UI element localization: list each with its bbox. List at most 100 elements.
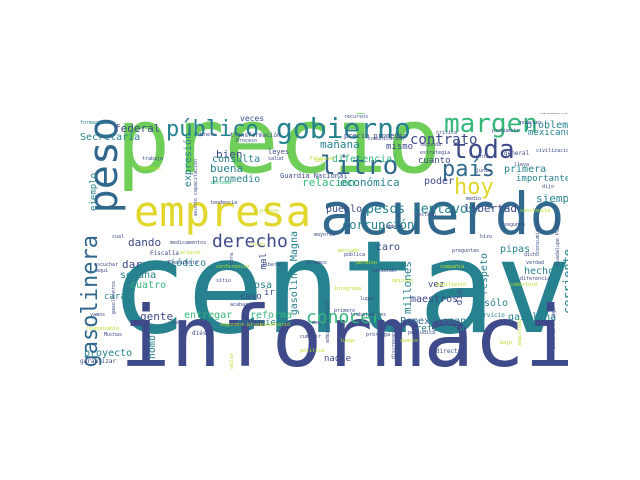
- word-liberal: liberal: [262, 262, 284, 268]
- word-movimiento: movimiento: [238, 318, 293, 328]
- word-sistema: sistema: [210, 180, 232, 186]
- word-diferencial: diferencial: [332, 154, 399, 165]
- word-guardia-nacional: Guardia Nacional: [280, 172, 348, 180]
- word-cumplir: cumplir: [300, 334, 322, 340]
- word-cosa: cosa: [248, 280, 273, 291]
- word-vez: vez: [428, 280, 445, 290]
- word-garantizar: garantizar: [80, 358, 117, 365]
- word-publico: público: [166, 117, 259, 142]
- word-recursos: recursos: [344, 114, 369, 120]
- word-proceso: Proceso: [236, 138, 258, 144]
- word-opinion: opinión: [392, 278, 414, 284]
- word-costo: costo: [250, 242, 266, 248]
- word-gasolina-magna: gasolina Magna: [289, 231, 300, 316]
- word-mexicanos: mexicanos: [528, 128, 568, 138]
- word-seguridad: seguridad: [517, 319, 523, 347]
- word-cual: cual: [112, 234, 125, 240]
- word-cuanto: cuanto: [418, 156, 451, 166]
- word-segundo: segundo: [504, 222, 526, 228]
- word-mismo: mismo: [386, 142, 414, 152]
- word-prorroga: prórroga: [366, 332, 391, 338]
- word-promedio: promedio: [212, 174, 261, 185]
- word-compania: compañía: [440, 264, 465, 270]
- word-estrategia: estrategia: [420, 150, 451, 156]
- word-saber: saber: [172, 320, 188, 326]
- word-centavo: centavo: [110, 214, 568, 363]
- word-dando: dando: [128, 236, 162, 249]
- word-constancia: constancia: [520, 208, 551, 214]
- word-elementos: elementos: [430, 316, 485, 327]
- word-manana: mañana: [320, 138, 360, 151]
- word-poder: poder: [424, 176, 455, 187]
- word-ley: ley: [314, 158, 324, 164]
- word-bien: bien: [216, 148, 243, 161]
- word-luego: luego: [340, 338, 356, 344]
- word-trabajo: trabajo: [142, 156, 164, 162]
- word-segunda: segunda: [420, 142, 442, 148]
- word-caro: caro: [376, 242, 401, 253]
- word-conferencia: conferencia: [216, 264, 250, 270]
- word-manifiesto: manifiesto: [436, 282, 467, 288]
- word-salud: salud: [268, 156, 284, 162]
- word-hablar: hablar: [229, 353, 235, 369]
- word-pipas: pipas: [500, 244, 531, 255]
- word-directa: directa: [436, 348, 462, 355]
- word-entregar: entregar: [184, 310, 233, 321]
- word-tendencia: tendencia: [210, 200, 238, 206]
- word-maestros: maestros: [410, 294, 459, 305]
- word-relacion: relación: [302, 176, 355, 189]
- word-hecho: hecho: [524, 266, 555, 277]
- word-estado: estado: [418, 212, 437, 218]
- word-respeto: respeto: [479, 253, 490, 296]
- word-margen: margen: [444, 113, 538, 139]
- word-empresa: empresa: [134, 187, 312, 236]
- word-diferencia: diferencia: [520, 276, 551, 282]
- word-salinas-pliego: Salinas Pliego: [551, 307, 557, 350]
- word-puede: puede: [388, 224, 404, 230]
- word-ejemplo: ejemplo: [89, 173, 99, 211]
- word-periodico: periódico: [152, 258, 207, 269]
- word-fiscalia: Fiscalía: [150, 250, 179, 257]
- word-gasolineros: gasolineros: [111, 281, 117, 315]
- word-contrato: contrato: [410, 132, 478, 148]
- word-aclarar: aclarar: [180, 250, 202, 256]
- word-bajo: bajo: [500, 340, 513, 346]
- word-ir: ir: [264, 288, 275, 298]
- word-consulta: consulta: [212, 154, 261, 165]
- word-critica: crítica: [436, 130, 458, 136]
- word-libertad: libertad: [464, 202, 517, 215]
- word-verdad: verdad: [526, 260, 545, 266]
- word-corrupcion: corrupción: [342, 218, 415, 232]
- word-mercado: mercado: [338, 248, 360, 254]
- word-nadie: nadie: [324, 354, 352, 364]
- word-precio-promedio: precio promedio: [344, 132, 408, 140]
- word-cara: cara: [104, 292, 126, 302]
- word-federal: federal: [114, 122, 161, 135]
- word-primero: primero: [334, 308, 356, 314]
- word-pesos-centavos: pesos centavos: [366, 202, 476, 217]
- word-junio: junio: [476, 168, 492, 174]
- word-lleva: lleva: [514, 162, 530, 168]
- word-publica: pública: [344, 252, 366, 258]
- word-dio: dio: [455, 289, 465, 306]
- word-sitio: sitio: [216, 278, 232, 284]
- word-problema: problema: [526, 120, 568, 131]
- word-administracion: administración: [325, 301, 331, 344]
- word-leyes: leyes: [268, 148, 290, 156]
- word-acabar: acabar: [230, 302, 249, 308]
- word-conocer: conocer: [306, 307, 382, 328]
- word-gasolina: gasolina: [508, 312, 557, 323]
- word-politica: política: [300, 348, 325, 354]
- word-millones: millones: [401, 261, 414, 314]
- word-propuesta: propuesta: [492, 128, 520, 134]
- word-estamos: estamos: [306, 260, 328, 266]
- word-caso: caso: [240, 292, 262, 302]
- word-mayoria: mayoría: [314, 232, 336, 238]
- word-litro: litro: [320, 151, 399, 181]
- word-nuestro: nuestro: [520, 120, 542, 126]
- word-secretaria: Secretaría: [80, 132, 141, 143]
- word-pueblo: pueblo: [326, 204, 363, 215]
- word-buena: buena: [210, 162, 244, 175]
- word-preguntas: preguntas: [452, 248, 480, 254]
